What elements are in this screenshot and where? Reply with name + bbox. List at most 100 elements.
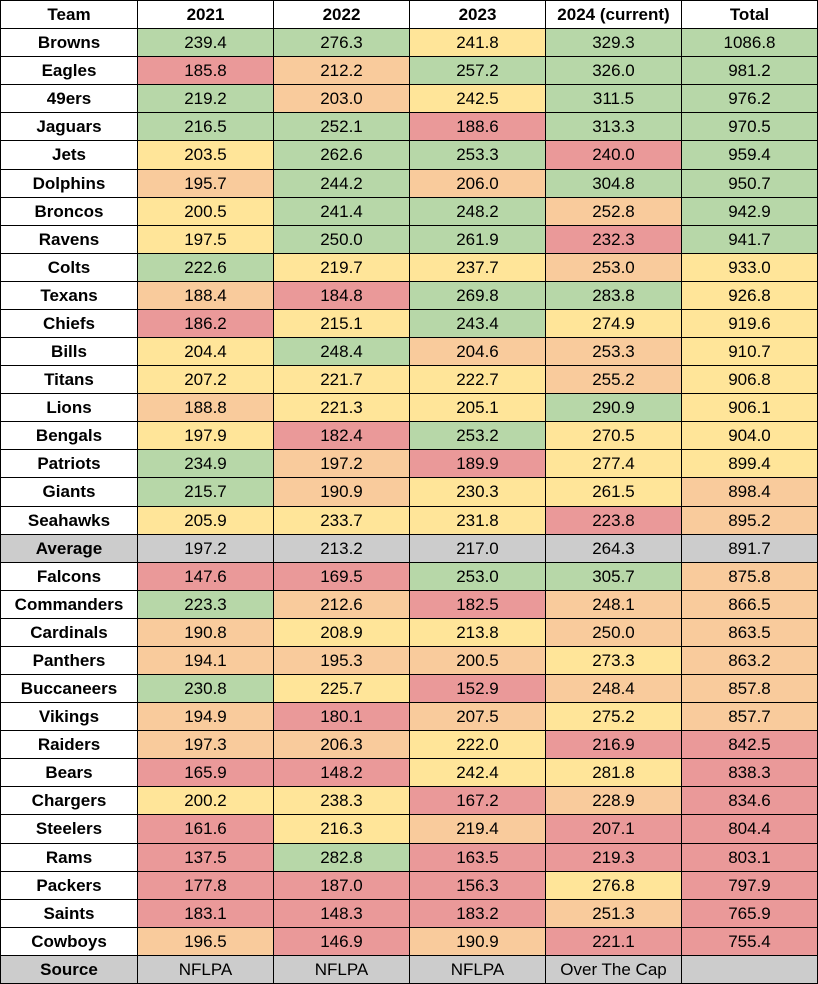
value-cell: 223.8: [546, 507, 682, 535]
value-cell: 904.0: [682, 422, 818, 450]
value-cell: 148.3: [274, 900, 410, 928]
value-cell: 326.0: [546, 57, 682, 85]
value-cell: 183.2: [410, 900, 546, 928]
value-cell: 219.3: [546, 844, 682, 872]
value-cell: NFLPA: [138, 956, 274, 984]
team-cell: Raiders: [1, 731, 138, 759]
value-cell: 156.3: [410, 872, 546, 900]
value-cell: 161.6: [138, 815, 274, 844]
team-cell: Cowboys: [1, 928, 138, 956]
value-cell: 248.4: [274, 338, 410, 366]
value-cell: 264.3: [546, 535, 682, 563]
value-cell: 269.8: [410, 282, 546, 310]
value-cell: 188.6: [410, 113, 546, 141]
value-cell: 152.9: [410, 675, 546, 703]
value-cell: 239.4: [138, 29, 274, 57]
value-cell: 755.4: [682, 928, 818, 956]
value-cell: 898.4: [682, 478, 818, 507]
value-cell: 206.0: [410, 170, 546, 198]
value-cell: 895.2: [682, 507, 818, 535]
value-cell: 1086.8: [682, 29, 818, 57]
value-cell: 257.2: [410, 57, 546, 85]
value-cell: 863.2: [682, 647, 818, 675]
value-cell: 195.7: [138, 170, 274, 198]
value-cell: 217.0: [410, 535, 546, 563]
team-cell: Broncos: [1, 198, 138, 226]
value-cell: 232.3: [546, 226, 682, 254]
value-cell: 228.9: [546, 787, 682, 815]
team-cell: Packers: [1, 872, 138, 900]
value-cell: 274.9: [546, 310, 682, 338]
value-cell: [682, 956, 818, 984]
value-cell: 216.5: [138, 113, 274, 141]
value-cell: 182.5: [410, 591, 546, 619]
value-cell: 185.8: [138, 57, 274, 85]
value-cell: 282.8: [274, 844, 410, 872]
value-cell: 804.4: [682, 815, 818, 844]
value-cell: 838.3: [682, 759, 818, 787]
value-cell: 253.0: [546, 254, 682, 282]
value-cell: 834.6: [682, 787, 818, 815]
value-cell: 233.7: [274, 507, 410, 535]
value-cell: 906.1: [682, 394, 818, 422]
team-cell: Colts: [1, 254, 138, 282]
value-cell: 196.5: [138, 928, 274, 956]
team-cell: Lions: [1, 394, 138, 422]
value-cell: 803.1: [682, 844, 818, 872]
value-cell: 273.3: [546, 647, 682, 675]
value-cell: 207.1: [546, 815, 682, 844]
value-cell: NFLPA: [410, 956, 546, 984]
value-cell: 240.0: [546, 141, 682, 170]
value-cell: 197.2: [274, 450, 410, 478]
value-cell: 255.2: [546, 366, 682, 394]
team-cell: Seahawks: [1, 507, 138, 535]
value-cell: 866.5: [682, 591, 818, 619]
value-cell: 248.1: [546, 591, 682, 619]
value-cell: 212.6: [274, 591, 410, 619]
value-cell: 219.7: [274, 254, 410, 282]
team-cell: Cardinals: [1, 619, 138, 647]
value-cell: 234.9: [138, 450, 274, 478]
team-cell: Ravens: [1, 226, 138, 254]
header-cell: 2024 (current): [546, 1, 682, 29]
value-cell: 205.9: [138, 507, 274, 535]
value-cell: 216.3: [274, 815, 410, 844]
value-cell: 222.7: [410, 366, 546, 394]
value-cell: 206.3: [274, 731, 410, 759]
header-cell: 2023: [410, 1, 546, 29]
team-cell: Commanders: [1, 591, 138, 619]
team-cell: Average: [1, 535, 138, 563]
value-cell: 197.3: [138, 731, 274, 759]
value-cell: 970.5: [682, 113, 818, 141]
team-cell: Bears: [1, 759, 138, 787]
value-cell: 311.5: [546, 85, 682, 113]
value-cell: 959.4: [682, 141, 818, 170]
team-cell: Browns: [1, 29, 138, 57]
value-cell: 167.2: [410, 787, 546, 815]
value-cell: 857.7: [682, 703, 818, 731]
value-cell: NFLPA: [274, 956, 410, 984]
team-cell: Steelers: [1, 815, 138, 844]
header-cell: 2021: [138, 1, 274, 29]
value-cell: 251.3: [546, 900, 682, 928]
value-cell: 261.9: [410, 226, 546, 254]
value-cell: 148.2: [274, 759, 410, 787]
team-cell: Vikings: [1, 703, 138, 731]
value-cell: 248.4: [546, 675, 682, 703]
value-cell: 221.3: [274, 394, 410, 422]
value-cell: 207.2: [138, 366, 274, 394]
value-cell: 186.2: [138, 310, 274, 338]
value-cell: 203.5: [138, 141, 274, 170]
value-cell: Over The Cap: [546, 956, 682, 984]
value-cell: 253.3: [410, 141, 546, 170]
value-cell: 942.9: [682, 198, 818, 226]
value-cell: 194.9: [138, 703, 274, 731]
value-cell: 230.3: [410, 478, 546, 507]
value-cell: 253.0: [410, 563, 546, 591]
value-cell: 188.4: [138, 282, 274, 310]
value-cell: 230.8: [138, 675, 274, 703]
value-cell: 225.7: [274, 675, 410, 703]
team-cell: Patriots: [1, 450, 138, 478]
value-cell: 213.2: [274, 535, 410, 563]
value-cell: 863.5: [682, 619, 818, 647]
